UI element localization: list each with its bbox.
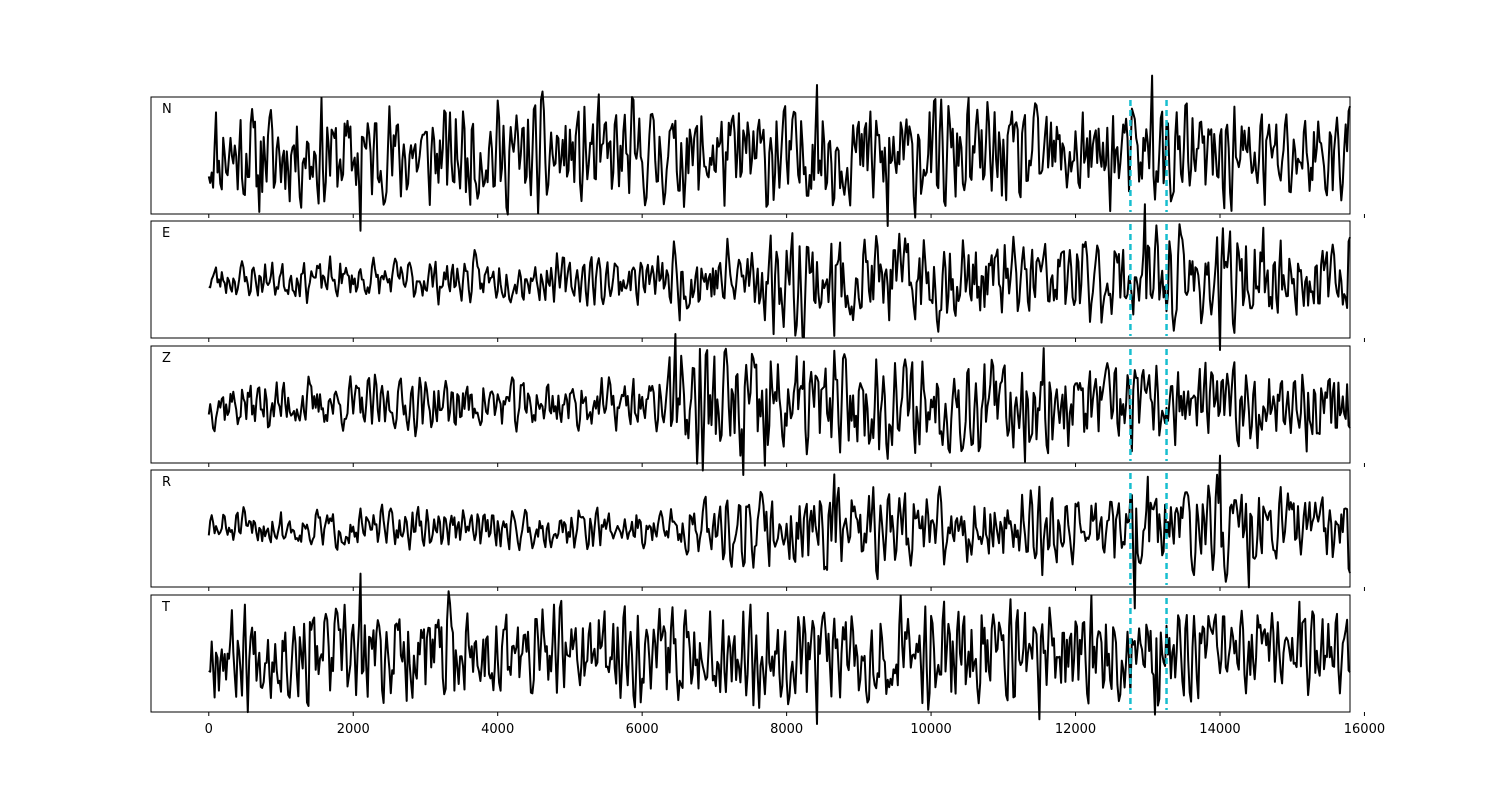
x-tick-label: 12000 bbox=[1055, 722, 1096, 737]
x-tick-label: 8000 bbox=[770, 722, 803, 737]
x-tick-label: 6000 bbox=[626, 722, 659, 737]
panel-r: R bbox=[150, 454, 1365, 610]
x-axis: 0 2000 4000 6000 8000 10000 12000 14000 16000 bbox=[205, 722, 1385, 737]
trace-r bbox=[207, 454, 1351, 610]
panel-frame bbox=[150, 345, 1351, 464]
x-tick-label: 14000 bbox=[1199, 722, 1240, 737]
x-tick-label: 0 bbox=[205, 722, 213, 737]
panel-label: Z bbox=[162, 351, 171, 366]
panel-label: E bbox=[162, 226, 170, 241]
panel-frame bbox=[150, 220, 1351, 339]
panel-e: E bbox=[150, 203, 1365, 351]
x-tick-label: 4000 bbox=[481, 722, 514, 737]
trace-t bbox=[208, 572, 1351, 725]
trace-n bbox=[207, 74, 1351, 232]
x-tick-label: 10000 bbox=[910, 722, 951, 737]
panel-z: Z bbox=[150, 333, 1365, 476]
panel-label: R bbox=[162, 475, 171, 490]
panel-frame bbox=[150, 469, 1351, 588]
panel-label: N bbox=[162, 102, 172, 117]
trace-panels: N E Z R T bbox=[150, 74, 1365, 725]
trace-z bbox=[207, 333, 1351, 476]
x-tick-label: 2000 bbox=[337, 722, 370, 737]
panel-frame bbox=[150, 96, 1351, 215]
panel-n: N bbox=[150, 74, 1365, 232]
trace-e bbox=[208, 203, 1351, 351]
panel-label: T bbox=[161, 600, 170, 615]
panel-frame bbox=[150, 594, 1351, 713]
x-tick-label: 16000 bbox=[1344, 722, 1385, 737]
panel-t: T bbox=[150, 572, 1365, 725]
